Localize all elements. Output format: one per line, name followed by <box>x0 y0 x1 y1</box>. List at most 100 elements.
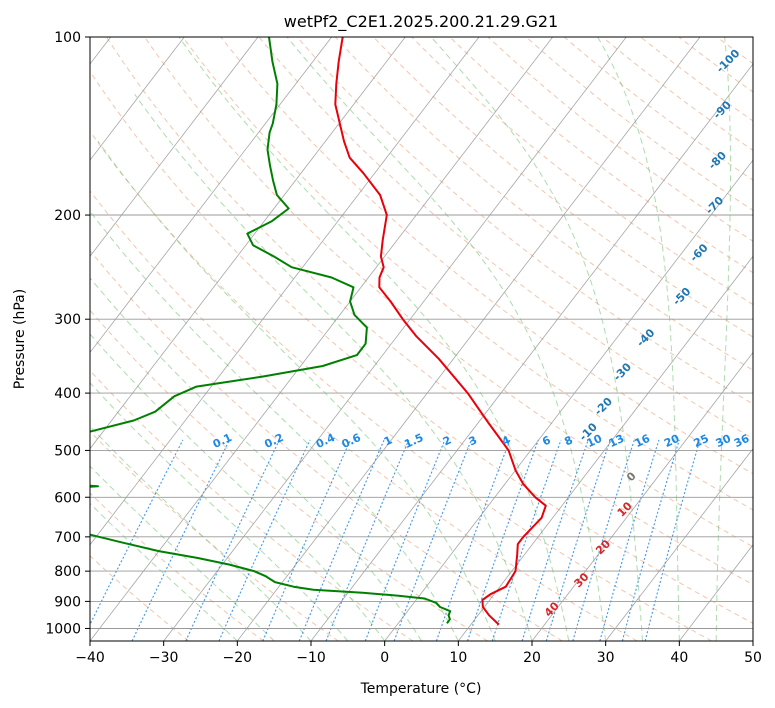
dry-adiabat-line <box>90 309 488 641</box>
mixing-ratio-label: 8 <box>562 433 574 448</box>
dry-adiabat-label: -40 <box>634 326 657 349</box>
dry-adiabat-label: -20 <box>592 395 615 418</box>
temperature-profile-line <box>334 37 547 626</box>
dry-adiabat-line <box>373 37 753 338</box>
isotherm-line <box>678 544 753 641</box>
isotherm-line <box>90 37 406 450</box>
mixing-ratio-line <box>325 439 410 641</box>
dry-adiabat-label: -60 <box>687 241 710 264</box>
dry-adiabat-label: -80 <box>706 149 729 172</box>
moist-adiabat-line <box>90 382 349 641</box>
y-axis-label: Pressure (hPa) <box>12 289 28 389</box>
mixing-ratio-label: 30 <box>714 432 734 450</box>
y-tick-label: 500 <box>54 443 81 459</box>
isotherm-line <box>384 159 753 641</box>
x-tick-label: 40 <box>670 650 688 666</box>
moist-adiabat-line <box>90 425 312 641</box>
dry-adiabat-label: -30 <box>611 360 634 383</box>
dry-adiabat-line <box>90 369 414 641</box>
dry-adiabat-line <box>755 37 775 641</box>
mixing-ratio-line <box>393 439 472 641</box>
dry-adiabat-line <box>182 37 753 511</box>
mixing-ratio-label: 1.5 <box>402 431 425 451</box>
y-tick-label: 300 <box>54 312 81 328</box>
mixing-ratio-label: 0.4 <box>314 431 337 451</box>
isotherm-line <box>90 37 554 641</box>
moist-adiabat-line <box>90 502 238 641</box>
mixing-ratio-line <box>262 439 352 641</box>
x-tick-label: 30 <box>597 650 615 666</box>
isotherm-line <box>605 448 753 641</box>
background-lines <box>90 37 775 641</box>
y-tick-label: 400 <box>54 386 81 402</box>
dry-adiabat-line <box>144 37 753 548</box>
moist-adiabat-line <box>715 37 731 641</box>
mixing-ratio-label: 25 <box>692 432 711 450</box>
dry-adiabat-line <box>258 37 753 440</box>
x-tick-label: −10 <box>296 650 326 666</box>
mixing-ratio-line <box>90 439 184 626</box>
y-tick-label: 800 <box>54 564 81 580</box>
x-tick-label: 10 <box>449 650 467 666</box>
dry-adiabat-label: -50 <box>670 285 693 308</box>
isotherm-line <box>457 255 753 641</box>
y-tick-label: 200 <box>54 208 81 224</box>
moist-adiabat-line <box>430 37 643 641</box>
moist-adiabat-line <box>90 277 422 641</box>
isotherm-line <box>90 37 259 257</box>
mixing-ratio-line <box>491 439 562 641</box>
isotherm-line <box>236 37 701 641</box>
mixing-ratio-label: 0.6 <box>340 431 363 451</box>
dry-adiabat-line <box>411 37 753 306</box>
moist-adiabat-line <box>90 333 386 641</box>
x-tick-label: 50 <box>744 650 762 666</box>
y-tick-label: 600 <box>54 490 81 506</box>
dry-adiabat-line <box>105 37 753 586</box>
moist-adiabat-line <box>597 37 680 641</box>
mixing-ratio-line <box>131 439 231 641</box>
dry-adiabat-line <box>640 37 753 122</box>
mixing-ratio-line <box>644 439 701 641</box>
x-tick-label: −40 <box>75 650 105 666</box>
moist-adiabat-label: 40 <box>542 599 562 619</box>
x-tick-label: 0 <box>380 650 389 666</box>
isotherm-line <box>752 640 753 641</box>
y-tick-label: 700 <box>54 530 81 546</box>
dry-adiabat-line <box>90 492 264 641</box>
mixing-ratio-line <box>185 439 280 641</box>
dry-adiabat-line <box>716 37 753 65</box>
mixing-ratio-label: 16 <box>633 432 653 450</box>
dry-adiabat-label: -90 <box>711 98 734 121</box>
mixing-ratio-label: 20 <box>662 432 682 450</box>
moist-adiabat-line <box>178 37 570 641</box>
isotherm-line <box>310 63 753 641</box>
mixing-ratio-line <box>545 439 611 641</box>
chart-title: wetPf2_C2E1.2025.200.21.29.G21 <box>284 12 558 32</box>
x-tick-label: −20 <box>223 650 253 666</box>
dry-adiabat-line <box>90 430 339 641</box>
mixing-ratio-label: 1 <box>382 433 394 448</box>
x-tick-label: 20 <box>523 650 541 666</box>
mixing-ratio-line <box>621 439 680 641</box>
y-tick-label: 100 <box>54 30 81 46</box>
x-axis-label: Temperature (°C) <box>360 681 482 697</box>
dry-adiabat-line <box>678 37 753 93</box>
axes: −40 −30 −20 −10 0 10 20 30 40 5010020030040050060… <box>45 30 762 666</box>
isotherm-line <box>531 351 753 641</box>
y-tick-label: 1000 <box>45 621 81 637</box>
mixing-ratio-label: 10 <box>585 432 605 450</box>
mixing-ratio-label: 13 <box>607 432 626 450</box>
mixing-ratio-line <box>298 439 385 641</box>
mixing-ratio-line <box>435 439 511 641</box>
mixing-ratio-label: 36 <box>732 432 752 450</box>
mixing-ratio-line <box>572 439 635 641</box>
dry-adiabat-line <box>90 555 190 641</box>
dewpoint-profile-line <box>90 37 452 624</box>
mixing-ratio-line <box>521 439 589 641</box>
isotherm-line <box>90 37 480 546</box>
moist-adiabat-line <box>90 210 459 641</box>
dry-adiabat-line <box>90 190 638 641</box>
mixing-ratio-label: 6 <box>540 433 553 448</box>
isotherm-line <box>90 37 185 161</box>
